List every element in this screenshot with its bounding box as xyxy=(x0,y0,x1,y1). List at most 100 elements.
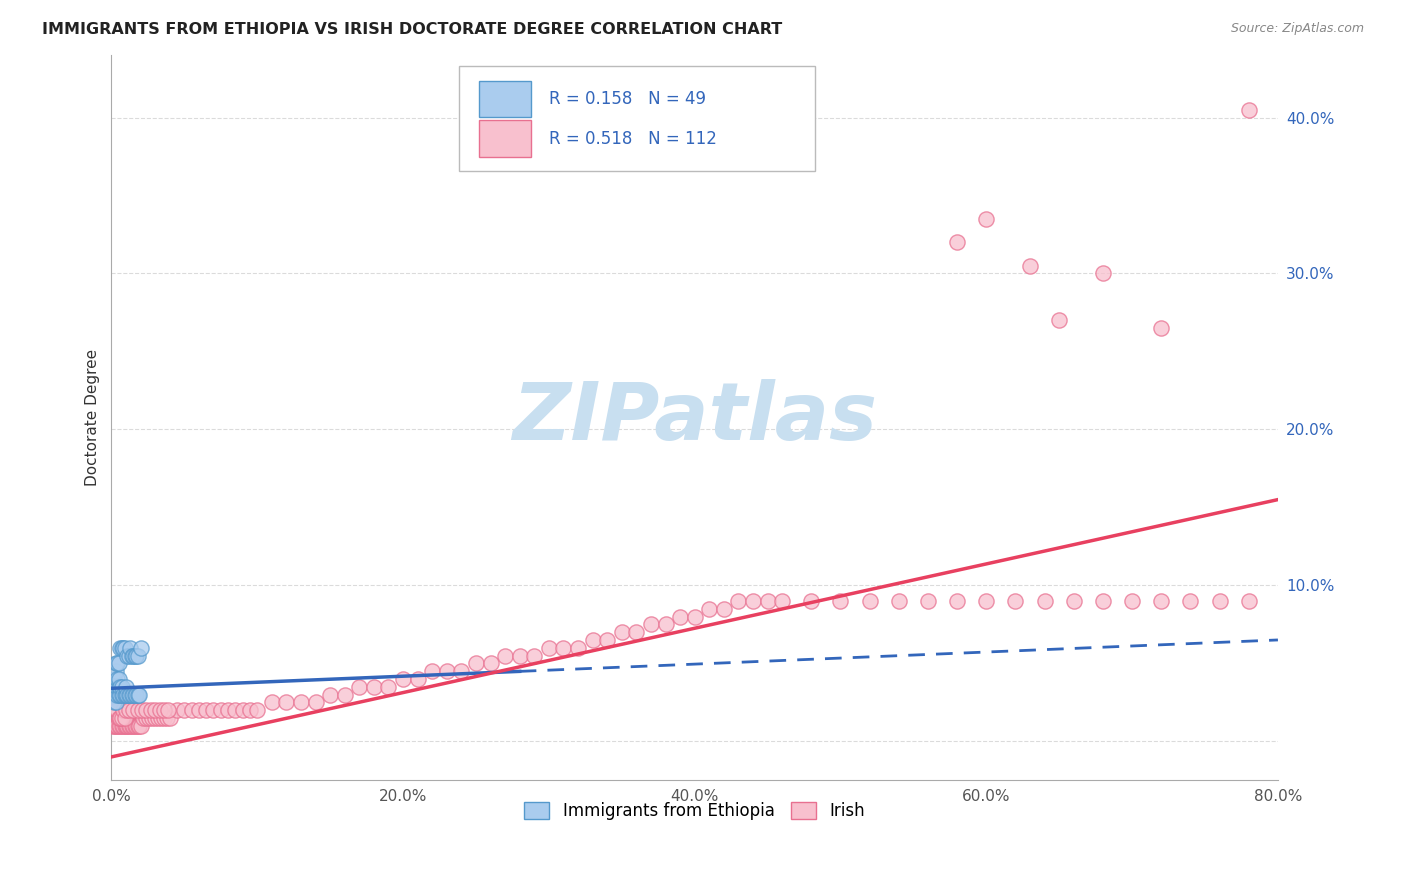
Point xyxy=(610,625,633,640)
Point xyxy=(120,640,142,655)
Point xyxy=(104,688,127,702)
Point xyxy=(239,703,262,717)
Point xyxy=(596,632,619,647)
Point xyxy=(830,594,852,608)
Point xyxy=(654,617,676,632)
Bar xyxy=(479,120,531,157)
Point xyxy=(479,657,502,671)
Point xyxy=(436,664,458,678)
Point xyxy=(406,672,429,686)
Point xyxy=(523,648,546,663)
Point xyxy=(122,648,145,663)
Point xyxy=(537,640,560,655)
Point xyxy=(107,672,129,686)
Point xyxy=(121,719,143,733)
Point xyxy=(246,703,269,717)
Point xyxy=(107,680,129,694)
Point xyxy=(697,601,720,615)
Point xyxy=(107,719,129,733)
Point xyxy=(125,719,148,733)
Point xyxy=(110,640,132,655)
Point xyxy=(115,680,138,694)
Point xyxy=(101,680,124,694)
Point xyxy=(187,703,209,717)
Point xyxy=(104,664,127,678)
Point xyxy=(333,688,356,702)
Point xyxy=(104,703,127,717)
Point xyxy=(209,703,232,717)
Point xyxy=(104,680,127,694)
Point xyxy=(669,609,692,624)
Point xyxy=(118,719,141,733)
Text: ZIPatlas: ZIPatlas xyxy=(512,379,877,457)
Point xyxy=(127,719,149,733)
Point xyxy=(110,680,132,694)
Point xyxy=(626,625,648,640)
Point xyxy=(141,711,163,725)
FancyBboxPatch shape xyxy=(458,66,815,171)
Point xyxy=(1091,594,1114,608)
Point xyxy=(887,594,910,608)
Point xyxy=(1237,594,1260,608)
Point xyxy=(122,703,145,717)
Point xyxy=(138,711,160,725)
Point xyxy=(392,672,415,686)
Point xyxy=(157,703,180,717)
Point xyxy=(946,594,969,608)
Point xyxy=(139,703,162,717)
Point xyxy=(108,640,131,655)
Point xyxy=(917,594,939,608)
Point xyxy=(377,680,399,694)
Point xyxy=(105,719,128,733)
Point xyxy=(112,719,135,733)
Point xyxy=(110,688,132,702)
Point xyxy=(132,711,155,725)
Point xyxy=(756,594,779,608)
Point xyxy=(304,695,326,709)
Point xyxy=(946,235,969,250)
Point xyxy=(363,680,385,694)
Point xyxy=(105,657,128,671)
Point xyxy=(156,711,179,725)
Point xyxy=(101,719,124,733)
Point xyxy=(1121,594,1143,608)
Point xyxy=(146,711,169,725)
Point xyxy=(143,711,166,725)
Point xyxy=(1091,267,1114,281)
Point xyxy=(118,648,141,663)
Point xyxy=(121,688,143,702)
Point xyxy=(117,719,139,733)
Point xyxy=(107,711,129,725)
Point xyxy=(103,719,125,733)
Point xyxy=(105,688,128,702)
Point xyxy=(114,688,136,702)
Point xyxy=(742,594,765,608)
Point xyxy=(135,703,157,717)
Point xyxy=(114,719,136,733)
Point xyxy=(112,688,135,702)
Point xyxy=(974,211,997,226)
Point xyxy=(166,703,188,717)
Point xyxy=(122,688,145,702)
Point xyxy=(110,719,132,733)
Legend: Immigrants from Ethiopia, Irish: Immigrants from Ethiopia, Irish xyxy=(517,795,872,826)
Point xyxy=(1004,594,1026,608)
Point xyxy=(276,695,298,709)
Point xyxy=(581,632,603,647)
Point xyxy=(124,719,146,733)
Point xyxy=(224,703,246,717)
Point xyxy=(713,601,735,615)
Point xyxy=(180,703,202,717)
Point xyxy=(108,719,131,733)
Point xyxy=(129,640,152,655)
Point xyxy=(108,680,131,694)
Point xyxy=(150,711,173,725)
Point xyxy=(125,688,148,702)
Point xyxy=(105,672,128,686)
Point xyxy=(114,711,136,725)
Point xyxy=(131,703,153,717)
Point xyxy=(974,594,997,608)
Point xyxy=(127,648,149,663)
Text: R = 0.158   N = 49: R = 0.158 N = 49 xyxy=(548,90,706,108)
Point xyxy=(114,640,136,655)
